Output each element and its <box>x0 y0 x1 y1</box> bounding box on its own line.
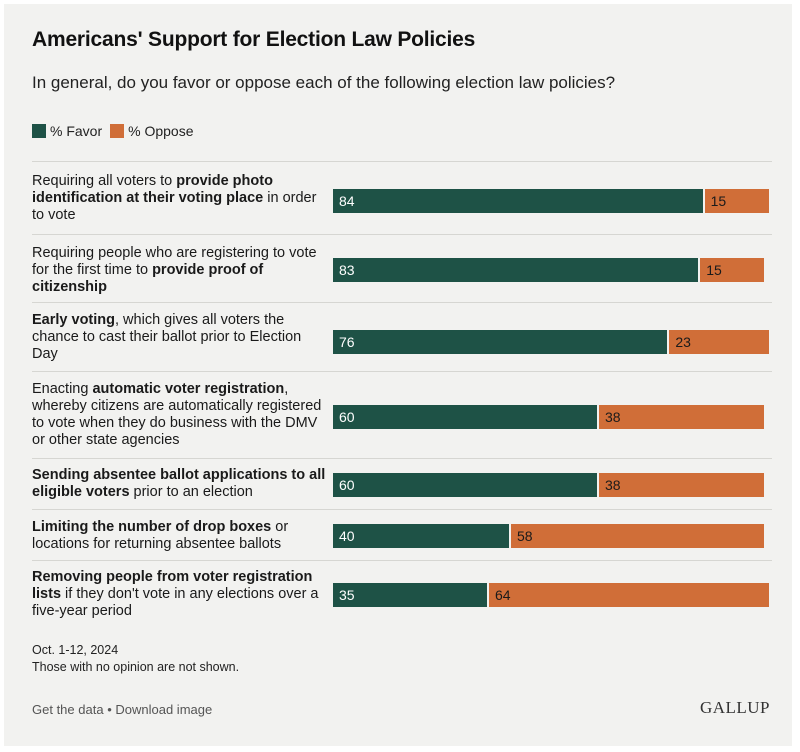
category-label: Enacting automatic voter registration, w… <box>32 381 322 448</box>
no-opinion-note: Those with no opinion are not shown. <box>32 660 240 674</box>
footer-links: Get the data • Download image <box>32 702 212 717</box>
category-label: Early voting, which gives all voters the… <box>32 312 302 362</box>
bar-oppose: 23 <box>667 330 769 354</box>
category-label: Requiring all voters to provide photo id… <box>32 173 317 223</box>
legend-item-favor: % Favor <box>32 123 102 139</box>
legend-label-favor: % Favor <box>50 123 103 139</box>
stacked-bar: 76 23 <box>333 330 769 354</box>
survey-date: Oct. 1-12, 2024 <box>32 643 119 657</box>
bar-favor: 60 <box>333 405 597 429</box>
legend: % Favor % Oppose <box>32 123 202 139</box>
download-image-link[interactable]: Download image <box>115 702 213 717</box>
bar-oppose: 15 <box>702 189 769 213</box>
chart-row: Early voting, which gives all voters the… <box>32 302 772 371</box>
chart-row: Removing people from voter registration … <box>32 560 772 640</box>
chart-subtitle: In general, do you favor or oppose each … <box>32 73 616 92</box>
bar-oppose: 64 <box>487 583 769 607</box>
category-label: Limiting the number of drop boxes or loc… <box>32 519 289 552</box>
chart-row: Sending absentee ballot applications to … <box>32 458 772 509</box>
category-label: Removing people from voter registration … <box>32 569 319 619</box>
gallup-logo: GALLUP <box>699 698 770 717</box>
stacked-bar: 60 38 <box>333 405 765 429</box>
bar-favor: 84 <box>333 189 703 213</box>
bar-favor: 40 <box>333 524 509 548</box>
chart-title: Americans' Support for Election Law Poli… <box>32 28 476 51</box>
chart-card: Americans' Support for Election Law Poli… <box>4 4 792 746</box>
legend-label-oppose: % Oppose <box>128 123 194 139</box>
bar-favor: 83 <box>333 258 699 282</box>
category-label: Sending absentee ballot applications to … <box>32 467 326 500</box>
chart-row: Limiting the number of drop boxes or loc… <box>32 509 772 560</box>
bar-oppose: 15 <box>698 258 765 282</box>
chart-notes: Oct. 1-12, 2024 Those with no opinion ar… <box>32 642 239 676</box>
legend-swatch-favor <box>32 124 46 138</box>
stacked-bar: 83 15 <box>333 258 765 282</box>
stacked-bar: 40 58 <box>333 524 765 548</box>
legend-swatch-oppose <box>110 124 125 138</box>
chart-row: Enacting automatic voter registration, w… <box>32 371 772 458</box>
chart-rows: Requiring all voters to provide photo id… <box>32 161 772 640</box>
legend-item-oppose: % Oppose <box>110 123 194 139</box>
bar-favor: 35 <box>333 583 487 607</box>
bar-favor: 76 <box>333 330 668 354</box>
category-label: Requiring people who are registering to … <box>32 245 317 295</box>
stacked-bar: 35 64 <box>333 583 769 607</box>
bar-oppose: 38 <box>597 405 765 429</box>
stacked-bar: 60 38 <box>333 473 765 497</box>
footer-separator: • <box>107 702 112 717</box>
stacked-bar: 84 15 <box>333 189 769 213</box>
bar-oppose: 38 <box>597 473 765 497</box>
bar-favor: 60 <box>333 473 597 497</box>
chart-row: Requiring all voters to provide photo id… <box>32 161 772 234</box>
bar-oppose: 58 <box>509 524 765 548</box>
get-data-link[interactable]: Get the data <box>32 702 104 717</box>
chart-row: Requiring people who are registering to … <box>32 234 772 302</box>
